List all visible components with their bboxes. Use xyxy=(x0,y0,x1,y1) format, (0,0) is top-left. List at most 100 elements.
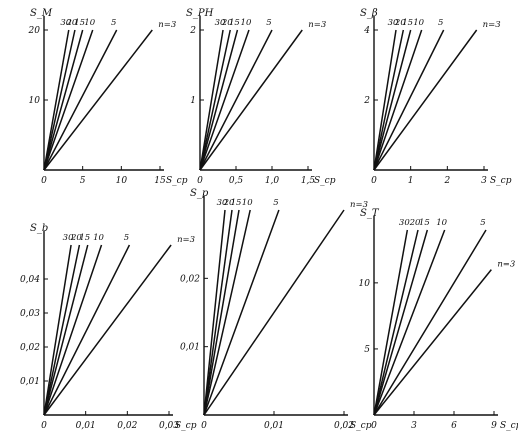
series-line xyxy=(43,244,72,416)
series-label: 10 xyxy=(93,233,104,243)
series-label: 5 xyxy=(438,18,443,28)
series-line xyxy=(199,29,231,171)
series-line xyxy=(199,29,303,171)
x-tick-label: 0 xyxy=(197,176,203,186)
x-tick-label: 1,5 xyxy=(301,176,316,186)
series-label: 15 xyxy=(229,18,240,28)
series-label: 5 xyxy=(111,18,116,28)
series-label: 10 xyxy=(241,18,252,28)
series-label: 20 xyxy=(70,233,82,243)
series-line xyxy=(373,29,445,171)
x-tick-label: 0,03 xyxy=(159,421,179,431)
series-label: 5 xyxy=(273,198,278,208)
series-line xyxy=(43,29,153,171)
series-line xyxy=(203,209,226,416)
series-label: 20 xyxy=(394,18,406,28)
series-label: 10 xyxy=(242,198,253,208)
x-tick-label: 1 xyxy=(408,176,414,186)
series-label: 10 xyxy=(436,218,447,228)
series-label: 15 xyxy=(79,233,90,243)
x-tick-label: 0 xyxy=(41,176,47,186)
series-label: 30 xyxy=(215,18,226,28)
series-line xyxy=(199,29,224,171)
x-tick-label: 5 xyxy=(80,176,86,186)
series-line xyxy=(373,229,487,416)
series-line xyxy=(43,29,76,171)
series-line xyxy=(203,209,233,416)
y-axis-label: S_T xyxy=(360,208,380,219)
x-tick-label: 6 xyxy=(451,421,457,431)
y-tick-label: 0,01 xyxy=(180,343,200,353)
series-line xyxy=(203,209,251,416)
y-axis-label: S_β xyxy=(360,8,378,19)
x-tick-label: 15 xyxy=(154,176,166,186)
series-label: 30 xyxy=(63,233,74,243)
series-label: 20 xyxy=(409,218,421,228)
series-line xyxy=(373,229,409,416)
x-tick-label: 0 xyxy=(201,421,207,431)
series-label: 30 xyxy=(60,18,71,28)
series-line xyxy=(43,244,172,416)
series-label: 5 xyxy=(124,233,129,243)
y-axis-label: S_p xyxy=(190,188,209,199)
y-tick-label: 1 xyxy=(190,96,196,106)
y-tick-label: 4 xyxy=(363,26,370,36)
series-line xyxy=(373,229,419,416)
x-axis-label: S_cp xyxy=(314,176,336,186)
series-label: 5 xyxy=(266,18,271,28)
series-label: 15 xyxy=(74,18,85,28)
y-tick-label: 0,04 xyxy=(20,275,40,285)
series-label: n=3 xyxy=(177,235,195,245)
x-tick-label: 0 xyxy=(371,176,377,186)
series-label: n=3 xyxy=(308,20,326,30)
series-line xyxy=(373,229,429,416)
series-line xyxy=(373,29,478,171)
series-label: 30 xyxy=(388,18,399,28)
x-tick-label: 0 xyxy=(41,421,47,431)
series-line xyxy=(43,29,118,171)
y-tick-label: 0,03 xyxy=(20,309,40,319)
series-line xyxy=(373,29,397,171)
series-line xyxy=(43,244,89,416)
series-label: n=3 xyxy=(350,200,368,210)
x-tick-label: 0,01 xyxy=(76,421,96,431)
series-line xyxy=(373,229,446,416)
series-label: n=3 xyxy=(483,20,501,30)
x-tick-label: 0,01 xyxy=(264,421,284,431)
y-tick-label: 10 xyxy=(29,96,41,106)
y-tick-label: 0,02 xyxy=(20,343,40,353)
series-line xyxy=(43,29,94,171)
series-line xyxy=(203,209,280,416)
series-line xyxy=(199,29,239,171)
x-tick-label: 1,0 xyxy=(265,176,280,186)
y-tick-label: 20 xyxy=(28,26,41,36)
series-line xyxy=(43,29,70,171)
series-label: n=3 xyxy=(497,260,515,270)
series-line xyxy=(373,29,405,171)
chart-panel-d: 0 0,01 0,02 0,03 0,01 0,02 0,03 0,04 S_b S_cp 3020… xyxy=(20,223,197,431)
x-tick-label: 3 xyxy=(411,421,417,431)
y-tick-label: 0,02 xyxy=(180,274,200,284)
y-tick-label: 5 xyxy=(364,345,370,355)
series-label: 20 xyxy=(223,198,235,208)
series-label: 20 xyxy=(221,18,233,28)
series-line xyxy=(199,29,273,171)
x-axis-label: S_cp xyxy=(500,421,518,431)
y-tick-label: 2 xyxy=(363,96,370,106)
series-label: 5 xyxy=(480,218,485,228)
x-tick-label: 3 xyxy=(481,176,487,186)
x-axis-label: S_cp xyxy=(166,176,188,186)
series-label: 20 xyxy=(66,18,78,28)
x-axis-label: S_cp xyxy=(350,421,372,431)
series-line xyxy=(203,209,345,416)
series-label: 10 xyxy=(84,18,95,28)
series-line xyxy=(373,29,412,171)
series-line xyxy=(43,29,84,171)
series-line xyxy=(199,29,250,171)
series-line xyxy=(373,269,492,416)
series-line xyxy=(373,29,423,171)
series-label: 30 xyxy=(399,218,410,228)
